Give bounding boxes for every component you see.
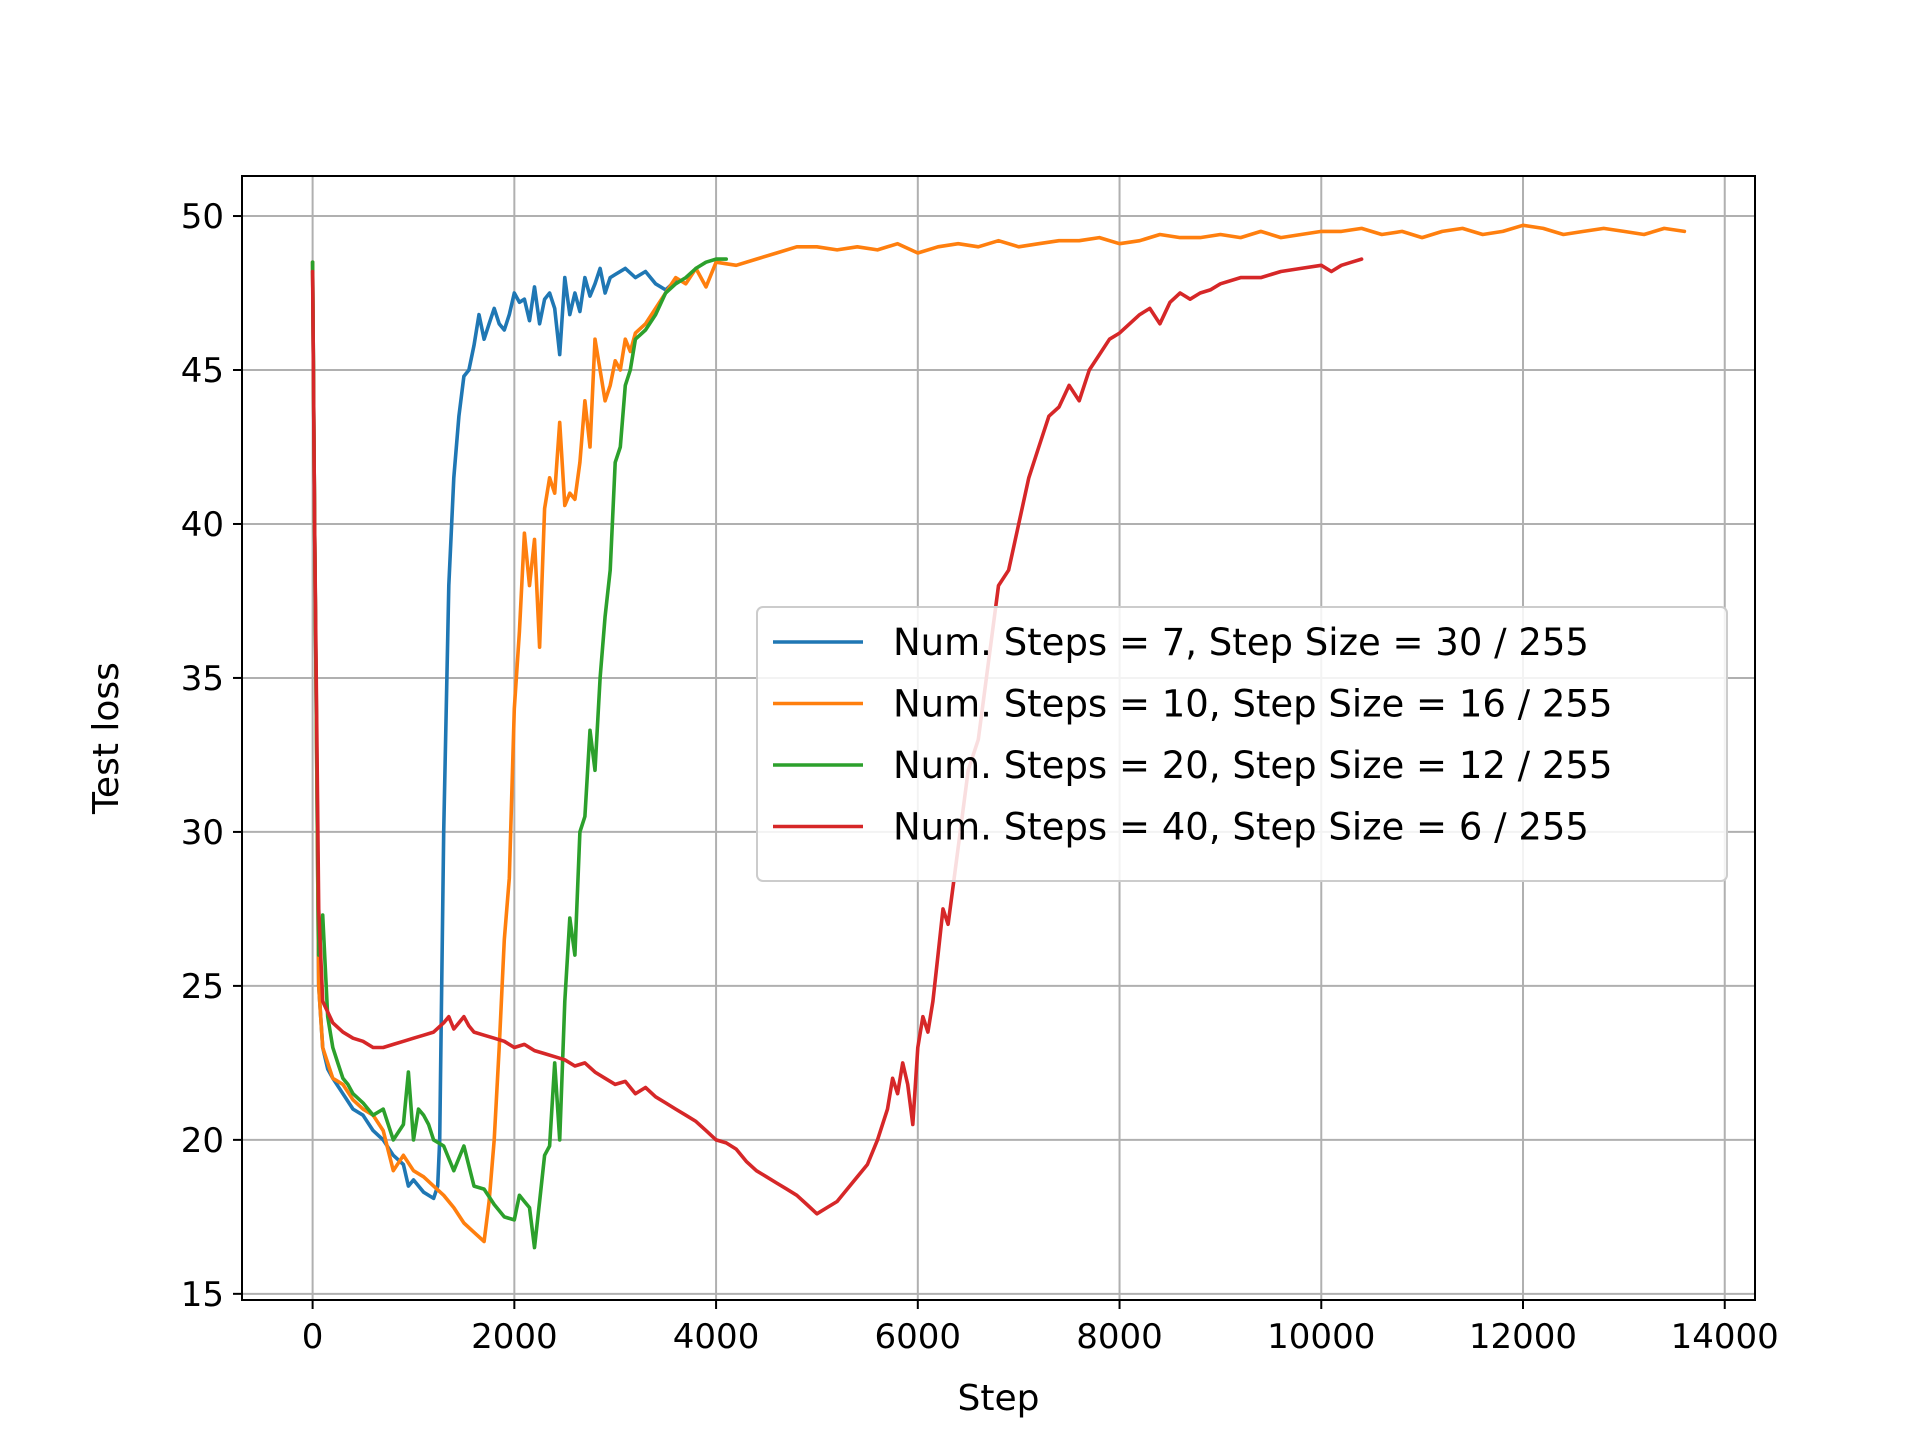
legend-label: Num. Steps = 7, Step Size = 30 / 255 <box>893 621 1589 664</box>
series-lines <box>310 223 1687 1250</box>
x-tick-label: 0 <box>302 1317 324 1357</box>
x-axis-label: Step <box>958 1378 1040 1419</box>
y-tick-label: 20 <box>181 1121 224 1161</box>
y-tick-label: 25 <box>181 967 224 1007</box>
x-tick-label: 2000 <box>471 1317 558 1357</box>
y-tick-label: 35 <box>181 659 224 699</box>
y-tick-label: 40 <box>181 505 224 545</box>
y-tick-label: 45 <box>181 351 224 391</box>
y-axis-label: Test loss <box>86 662 127 815</box>
y-tick-label: 15 <box>181 1275 224 1315</box>
plot-frame <box>241 175 1756 1301</box>
legend-label: Num. Steps = 40, Step Size = 6 / 255 <box>893 806 1589 849</box>
series-line-1 <box>310 260 678 1201</box>
x-tick-label: 6000 <box>875 1317 962 1357</box>
x-tick-label: 10000 <box>1267 1317 1375 1357</box>
legend-label: Num. Steps = 20, Step Size = 12 / 255 <box>893 744 1613 787</box>
x-tick-label: 4000 <box>673 1317 760 1357</box>
legend-label: Num. Steps = 10, Step Size = 16 / 255 <box>893 683 1613 726</box>
legend: Num. Steps = 7, Step Size = 30 / 255 Num.… <box>756 606 1728 882</box>
x-tick-label: 8000 <box>1076 1317 1163 1357</box>
series-line-3 <box>310 257 729 1250</box>
gridlines <box>242 176 1755 1300</box>
legend-box <box>756 606 1728 882</box>
y-tick-label: 30 <box>181 813 224 853</box>
x-tick-label: 14000 <box>1671 1317 1779 1357</box>
y-tick-label: 50 <box>181 197 224 237</box>
series-line-4 <box>310 257 1364 1216</box>
axis-ticks: 0 2000 4000 6000 8000 10000 12000 14000 15 20 25 30… <box>181 197 1779 1357</box>
x-tick-label: 12000 <box>1469 1317 1577 1357</box>
